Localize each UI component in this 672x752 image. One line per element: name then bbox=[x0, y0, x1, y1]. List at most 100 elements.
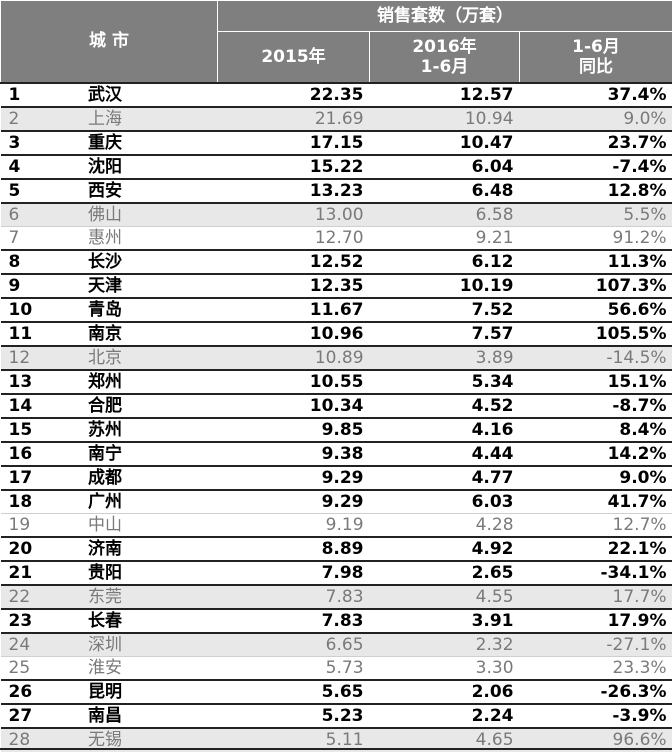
value-2015-cell: 21.69 bbox=[218, 107, 370, 131]
yoy-change-cell: -8.7% bbox=[520, 394, 672, 418]
city-cell: 成都 bbox=[43, 466, 218, 490]
value-2015-cell: 9.29 bbox=[218, 466, 370, 490]
value-2015-cell: 9.85 bbox=[218, 418, 370, 442]
yoy-change-cell: 107.3% bbox=[520, 274, 672, 298]
rank-cell: 18 bbox=[1, 490, 43, 514]
value-2016-h1-cell: 4.92 bbox=[370, 537, 520, 561]
city-cell: 深圳 bbox=[43, 633, 218, 657]
value-2016-h1-cell: 2.32 bbox=[370, 633, 520, 657]
city-cell: 昆明 bbox=[43, 680, 218, 704]
value-2015-cell: 5.65 bbox=[218, 680, 370, 704]
value-2016-h1-cell: 2.06 bbox=[370, 680, 520, 704]
rank-cell: 24 bbox=[1, 633, 43, 657]
rank-cell: 14 bbox=[1, 394, 43, 418]
rank-cell: 6 bbox=[1, 203, 43, 227]
city-cell: 南京 bbox=[43, 322, 218, 346]
rank-cell: 20 bbox=[1, 537, 43, 561]
rank-cell: 25 bbox=[1, 656, 43, 680]
rank-cell: 11 bbox=[1, 322, 43, 346]
rank-cell: 9 bbox=[1, 274, 43, 298]
rank-cell: 2 bbox=[1, 107, 43, 131]
value-2015-cell: 15.22 bbox=[218, 155, 370, 179]
header-2016-h1: 2016年 1-6月 bbox=[370, 32, 520, 83]
rank-cell: 7 bbox=[1, 226, 43, 250]
value-2015-cell: 10.34 bbox=[218, 394, 370, 418]
value-2015-cell: 9.19 bbox=[218, 513, 370, 537]
value-2015-cell: 9.38 bbox=[218, 442, 370, 466]
rank-cell: 5 bbox=[1, 179, 43, 203]
value-2015-cell: 10.96 bbox=[218, 322, 370, 346]
header-yoy-line1: 1-6月 bbox=[520, 37, 672, 57]
rank-cell: 15 bbox=[1, 418, 43, 442]
yoy-change-cell: 15.1% bbox=[520, 370, 672, 394]
value-2016-h1-cell: 3.89 bbox=[370, 346, 520, 370]
rank-cell: 27 bbox=[1, 704, 43, 728]
value-2016-h1-cell: 10.19 bbox=[370, 274, 520, 298]
value-2016-h1-cell: 6.03 bbox=[370, 490, 520, 514]
rank-cell: 21 bbox=[1, 561, 43, 585]
value-2015-cell: 12.35 bbox=[218, 274, 370, 298]
rank-cell: 22 bbox=[1, 585, 43, 609]
city-cell: 南昌 bbox=[43, 704, 218, 728]
yoy-change-cell: 9.0% bbox=[520, 466, 672, 490]
value-2015-cell: 22.35 bbox=[218, 83, 370, 107]
value-2016-h1-cell: 3.30 bbox=[370, 656, 520, 680]
yoy-change-cell: 8.4% bbox=[520, 418, 672, 442]
rank-cell: 10 bbox=[1, 298, 43, 322]
rank-cell: 19 bbox=[1, 513, 43, 537]
city-cell: 惠州 bbox=[43, 226, 218, 250]
value-2015-cell: 5.73 bbox=[218, 656, 370, 680]
value-2016-h1-cell: 4.16 bbox=[370, 418, 520, 442]
yoy-change-cell: 11.3% bbox=[520, 250, 672, 274]
value-2016-h1-cell: 7.52 bbox=[370, 298, 520, 322]
city-cell: 长沙 bbox=[43, 250, 218, 274]
value-2015-cell: 10.55 bbox=[218, 370, 370, 394]
value-2016-h1-cell: 2.24 bbox=[370, 704, 520, 728]
value-2015-cell: 11.67 bbox=[218, 298, 370, 322]
yoy-change-cell: 12.7% bbox=[520, 513, 672, 537]
value-2016-h1-cell: 10.94 bbox=[370, 107, 520, 131]
city-cell: 广州 bbox=[43, 490, 218, 514]
yoy-change-cell: 23.7% bbox=[520, 131, 672, 155]
city-cell: 东莞 bbox=[43, 585, 218, 609]
city-cell: 青岛 bbox=[43, 298, 218, 322]
table-header: 城 市 销售套数（万套） 2015年 2016年 1-6月 1-6月 同比 bbox=[1, 1, 672, 83]
city-cell: 佛山 bbox=[43, 203, 218, 227]
city-cell: 西安 bbox=[43, 179, 218, 203]
city-cell: 郑州 bbox=[43, 370, 218, 394]
yoy-change-cell: 56.6% bbox=[520, 298, 672, 322]
yoy-change-cell: 37.4% bbox=[520, 83, 672, 107]
header-city: 城 市 bbox=[1, 1, 218, 83]
rank-cell: 12 bbox=[1, 346, 43, 370]
yoy-change-cell: -14.5% bbox=[520, 346, 672, 370]
yoy-change-cell: -7.4% bbox=[520, 155, 672, 179]
value-2016-h1-cell: 2.65 bbox=[370, 561, 520, 585]
city-cell: 贵阳 bbox=[43, 561, 218, 585]
value-2016-h1-cell: 10.47 bbox=[370, 131, 520, 155]
value-2016-h1-cell: 4.52 bbox=[370, 394, 520, 418]
city-cell: 上海 bbox=[43, 107, 218, 131]
value-2015-cell: 12.52 bbox=[218, 250, 370, 274]
value-2015-cell: 12.70 bbox=[218, 226, 370, 250]
header-2016-line2: 1-6月 bbox=[370, 57, 519, 77]
value-2016-h1-cell: 6.12 bbox=[370, 250, 520, 274]
rank-cell: 17 bbox=[1, 466, 43, 490]
yoy-change-cell: 23.3% bbox=[520, 656, 672, 680]
